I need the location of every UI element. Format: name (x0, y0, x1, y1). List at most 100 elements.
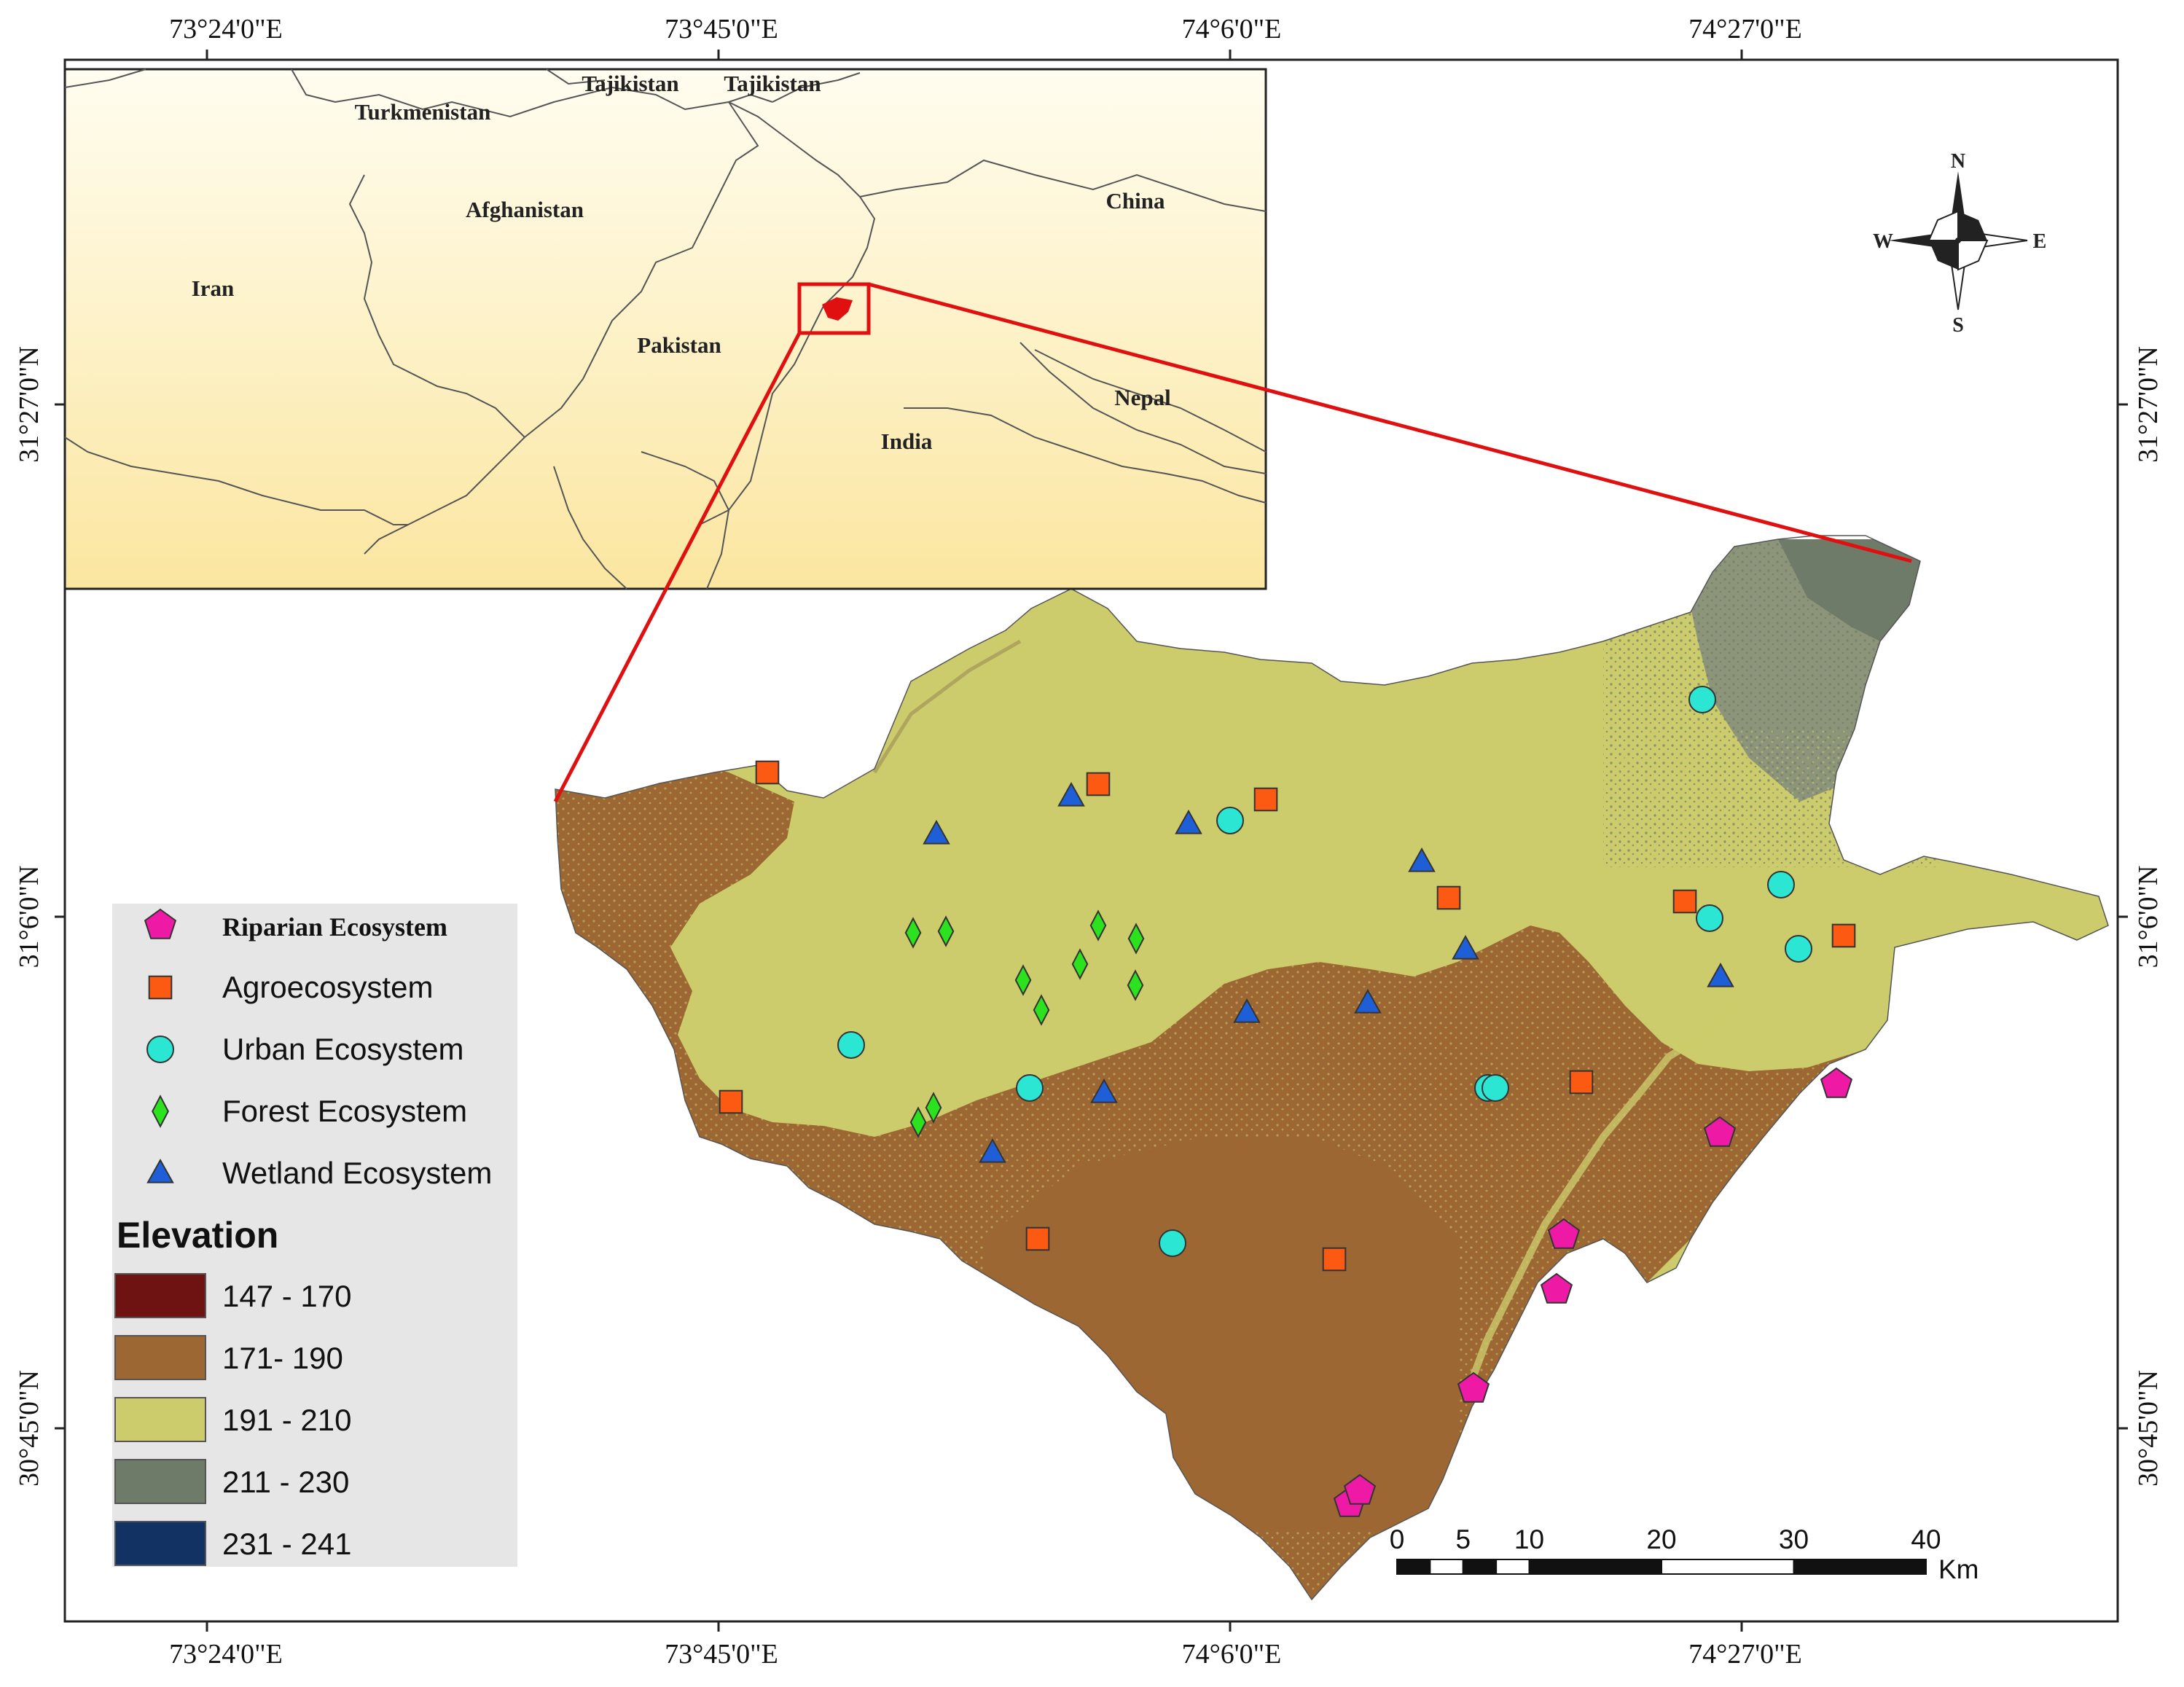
inset-label-tajikistan-2: Tajikistan (724, 71, 821, 96)
riparian-site-marker (1457, 1371, 1490, 1403)
wetland-site-marker (1707, 962, 1734, 987)
lat-label-right-1: 31°27'0"N (2133, 346, 2164, 463)
compass-w: W (1873, 230, 1893, 253)
lat-label-left-1: 31°27'0"N (14, 346, 44, 463)
agroecosystem-site-marker (755, 760, 780, 785)
urban-site-marker (837, 1031, 865, 1059)
scale-label: 40 (1911, 1524, 1941, 1554)
urban-site-marker (1785, 935, 1812, 963)
legend-site-label: Agroecosystem (222, 970, 433, 1004)
riparian-site-marker (1540, 1272, 1573, 1304)
elevation-swatch (114, 1521, 206, 1566)
triangle-legend-symbol (146, 1158, 174, 1183)
inset-label-nepal: Nepal (1114, 385, 1171, 410)
forest-site-marker (904, 917, 922, 949)
agroecosystem-site-marker (1672, 889, 1697, 914)
district-boundary (555, 535, 2109, 1601)
pentagon-legend-symbol (144, 908, 177, 939)
inset-locator-map: Turkmenistan Tajikistan Tajikistan Afgha… (63, 68, 1267, 590)
scale-label: 30 (1779, 1524, 1809, 1554)
forest-site-marker (1089, 909, 1107, 942)
scale-segment (1462, 1559, 1498, 1575)
wetland-site-marker (1233, 998, 1261, 1023)
inset-label-turkmenistan: Turkmenistan (355, 99, 491, 125)
lon-label-bottom-3: 74°6'0"E (1182, 1639, 1282, 1670)
urban-site-marker (1016, 1074, 1044, 1102)
wetland-site-marker (1408, 847, 1436, 872)
diamond-legend-symbol (152, 1095, 169, 1128)
elevation-swatch (114, 1397, 206, 1442)
inset-label-india: India (881, 428, 933, 454)
scale-label: 5 (1455, 1524, 1471, 1554)
lat-label-left-3: 30°45'0"N (14, 1370, 44, 1487)
square-legend-symbol (148, 975, 173, 1000)
wetland-site-marker (1057, 781, 1085, 807)
scale-segment (1495, 1559, 1530, 1575)
lon-label-bottom-4: 74°27'0"E (1688, 1639, 1802, 1670)
scale-segment (1661, 1559, 1795, 1575)
riparian-site-marker (1343, 1473, 1377, 1505)
compass-n: N (1951, 150, 1965, 173)
elevation-class-label: 147 - 170 (222, 1279, 351, 1313)
lat-label-left-2: 31°6'0"N (14, 866, 44, 968)
lon-label-bottom-2: 73°45'0"E (665, 1639, 778, 1670)
urban-site-marker (1696, 904, 1723, 932)
agroecosystem-site-marker (1322, 1247, 1347, 1272)
urban-site-marker (1216, 807, 1244, 834)
lon-label-top-2: 73°45'0"E (665, 14, 778, 44)
agroecosystem-site-marker (719, 1089, 743, 1114)
circle-legend-symbol (146, 1036, 174, 1063)
agroecosystem-site-marker (1253, 787, 1278, 812)
compass-s: S (1952, 314, 1964, 337)
inset-label-iran: Iran (192, 275, 235, 301)
study-area-box (797, 282, 871, 335)
forest-site-marker (1127, 969, 1144, 1001)
study-area-locator (822, 297, 853, 321)
forest-site-marker (925, 1092, 942, 1124)
riparian-site-marker (1547, 1218, 1581, 1249)
lon-label-top-4: 74°27'0"E (1688, 14, 1802, 44)
legend: Riparian Ecosystem Agroecosystem Urban Eco… (112, 904, 517, 1567)
forest-site-marker (909, 1106, 927, 1138)
inset-country-borders (64, 69, 1267, 590)
urban-site-marker (1767, 871, 1795, 899)
forest-site-marker (937, 915, 955, 947)
forest-site-marker (1071, 948, 1089, 980)
inset-label-pakistan: Pakistan (637, 332, 721, 358)
zoom-lines (553, 282, 1912, 803)
lon-label-top-1: 73°24'0"E (169, 14, 283, 44)
scale-label: 0 (1390, 1524, 1405, 1554)
wetland-site-marker (1452, 934, 1479, 960)
forest-site-marker (1014, 964, 1032, 996)
legend-site-label: Wetland Ecosystem (222, 1156, 492, 1190)
inset-label-tajikistan-1: Tajikistan (582, 71, 678, 96)
scale-segment (1793, 1559, 1927, 1575)
riparian-site-marker (1820, 1067, 1853, 1098)
elevation-class-label: 171- 190 (222, 1341, 343, 1375)
scale-label: 10 (1514, 1524, 1544, 1554)
urban-site-marker (1688, 686, 1716, 713)
elevation-class-label: 231 - 241 (222, 1527, 351, 1561)
north-arrow: N S E W (1873, 150, 2046, 337)
agroecosystem-site-marker (1831, 923, 1856, 948)
urban-site-marker (1482, 1074, 1509, 1102)
lon-label-top-3: 74°6'0"E (1182, 14, 1282, 44)
elevation-class-label: 191 - 210 (222, 1403, 351, 1437)
elevation-swatch (114, 1459, 206, 1504)
scale-segment (1429, 1559, 1464, 1575)
inset-label-afghanistan: Afghanistan (466, 197, 584, 222)
legend-site-label: Urban Ecosystem (222, 1032, 463, 1066)
legend-site-label: Forest Ecosystem (222, 1094, 467, 1128)
scale-segment (1528, 1559, 1662, 1575)
legend-site-label: Riparian Ecosystem (222, 912, 447, 942)
elevation-swatch (114, 1335, 206, 1380)
inset-label-china: China (1106, 188, 1165, 214)
wetland-site-marker (979, 1138, 1006, 1163)
elevation-legend-title: Elevation (117, 1215, 278, 1256)
scale-label: 20 (1646, 1524, 1676, 1554)
riparian-site-marker (1703, 1116, 1737, 1147)
tick-marks (55, 50, 2128, 1632)
lat-label-right-3: 30°45'0"N (2133, 1370, 2164, 1487)
lon-label-bottom-1: 73°24'0"E (169, 1639, 283, 1670)
